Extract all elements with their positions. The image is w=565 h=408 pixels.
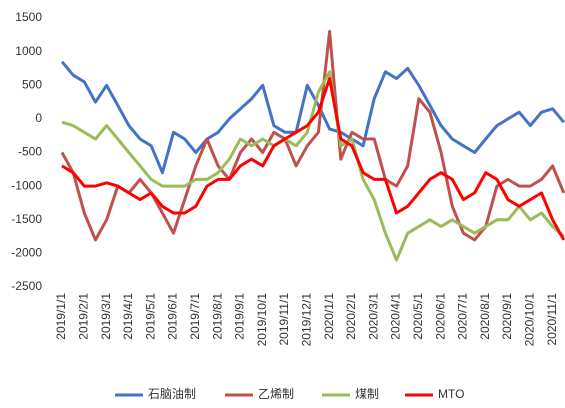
x-tick-label: 2019/7/1 xyxy=(188,293,202,340)
x-tick-label: 2019/11/1 xyxy=(277,293,291,346)
y-tick-label: -500 xyxy=(18,145,42,159)
x-tick-label: 2020/11/1 xyxy=(545,293,559,346)
legend-label: 乙烯制 xyxy=(258,387,294,401)
legend-item: 石脑油制 xyxy=(115,387,196,401)
legend-item: 乙烯制 xyxy=(225,387,294,401)
x-tick-label: 2019/1/1 xyxy=(54,293,68,340)
x-tick-label: 2020/6/1 xyxy=(433,293,447,340)
x-tick-label: 2020/8/1 xyxy=(478,293,492,340)
legend-label: 石脑油制 xyxy=(148,387,196,401)
x-tick-label: 2020/2/1 xyxy=(344,293,358,340)
x-tick-label: 2019/3/1 xyxy=(99,293,113,340)
x-tick-label: 2019/5/1 xyxy=(143,293,157,340)
x-tick-label: 2019/8/1 xyxy=(210,293,224,340)
x-tick-label: 2019/4/1 xyxy=(121,293,135,340)
x-tick-label: 2020/10/1 xyxy=(522,293,536,347)
series-line xyxy=(60,30,565,242)
x-tick-label: 2019/2/1 xyxy=(76,293,90,340)
x-tick-label: 2020/4/1 xyxy=(389,293,403,340)
legend-item: 煤制 xyxy=(322,387,379,401)
x-tick-label: 2019/9/1 xyxy=(233,293,247,340)
series-line xyxy=(61,77,565,241)
x-tick-label: 2020/3/1 xyxy=(366,293,380,340)
y-tick-label: -2500 xyxy=(11,279,42,293)
y-tick-label: 1500 xyxy=(15,10,42,24)
y-tick-label: -2000 xyxy=(11,246,42,260)
legend-item: MTO xyxy=(405,387,464,401)
y-tick-label: -1500 xyxy=(11,212,42,226)
series-line xyxy=(60,60,565,175)
x-tick-label: 2020/5/1 xyxy=(411,293,425,340)
x-tick-label: 2020/1/1 xyxy=(322,293,336,340)
y-tick-label: -1000 xyxy=(11,178,42,192)
x-tick-label: 2020/7/1 xyxy=(456,293,470,340)
y-tick-label: 1000 xyxy=(15,44,42,58)
legend-label: 煤制 xyxy=(355,387,379,401)
series-line xyxy=(61,70,565,262)
y-tick-label: 500 xyxy=(22,77,42,91)
x-tick-label: 2020/9/1 xyxy=(500,293,514,340)
y-tick-label: 0 xyxy=(35,111,42,125)
x-tick-label: 2019/6/1 xyxy=(166,293,180,340)
x-tick-label: 2019/12/1 xyxy=(299,293,313,347)
x-tick-label: 2019/10/1 xyxy=(255,293,269,347)
legend-label: MTO xyxy=(438,387,464,401)
